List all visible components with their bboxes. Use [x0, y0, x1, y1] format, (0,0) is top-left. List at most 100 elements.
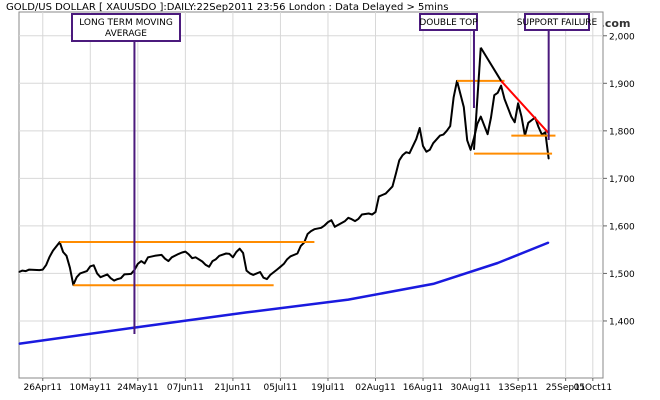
price-point — [262, 277, 265, 279]
price-point — [324, 224, 326, 226]
price-point — [99, 276, 102, 278]
price-point — [395, 173, 397, 175]
price-point — [259, 271, 261, 273]
price-point — [514, 121, 516, 123]
double-top-box — [419, 13, 478, 31]
price-point — [425, 151, 427, 153]
chart-header: GOLD/US DOLLAR [ XAUUSDO ]:DAILY:22Sep20… — [6, 2, 449, 13]
x-tick-label: 02Aug11 — [355, 383, 395, 393]
price-point — [537, 126, 540, 128]
price-point — [327, 221, 329, 223]
price-point — [276, 269, 278, 271]
price-point — [211, 260, 214, 262]
price-point — [476, 123, 478, 125]
price-point — [110, 277, 112, 279]
price-point — [378, 195, 380, 197]
price-point — [218, 255, 220, 257]
x-tick-label: 21Jun11 — [214, 383, 251, 393]
price-point — [419, 127, 421, 129]
x-tick-label: 05Oct11 — [574, 383, 612, 393]
price-point — [28, 269, 30, 271]
price-point — [357, 218, 360, 220]
price-point — [480, 116, 482, 118]
price-point — [470, 149, 472, 151]
y-axis: 1,400 1,500 1,600 1,700 1,800 1,900 2,000 — [603, 32, 635, 327]
y-tick-label: 1,400 — [609, 317, 635, 327]
price-point — [510, 116, 512, 118]
price-point — [18, 271, 20, 273]
price-point — [167, 260, 169, 262]
price-point — [79, 272, 81, 274]
x-axis: 26Apr11 10May11 24May11 07Jun11 21Jun11 05Jul… — [24, 378, 612, 393]
price-point — [228, 253, 231, 255]
price-point — [144, 262, 146, 264]
price-point — [415, 138, 417, 140]
price-point — [106, 273, 108, 275]
y-tick-label: 1,700 — [609, 175, 635, 185]
price-point — [120, 277, 122, 279]
x-tick-label: 13Sep11 — [498, 383, 538, 393]
price-point — [65, 255, 68, 257]
price-point — [290, 255, 292, 257]
x-tick-label: 16Aug11 — [403, 383, 443, 393]
price-point — [245, 270, 248, 272]
price-point — [191, 257, 193, 259]
price-point — [463, 106, 465, 108]
price-point — [286, 258, 288, 260]
price-point — [334, 226, 336, 228]
price-point — [62, 251, 64, 253]
price-point — [130, 273, 132, 275]
moving-average-point — [245, 311, 248, 313]
lt-ma-box — [71, 13, 181, 42]
price-point — [497, 92, 499, 94]
price-point — [21, 270, 23, 272]
x-tick-label: 10May11 — [70, 383, 112, 393]
price-point — [49, 256, 51, 258]
price-point — [466, 139, 468, 141]
price-point — [548, 158, 550, 160]
price-point — [544, 131, 546, 133]
plot-frame — [18, 11, 604, 379]
price-point — [252, 274, 254, 276]
price-point — [517, 102, 519, 104]
price-point — [116, 278, 119, 280]
price-point — [381, 194, 383, 196]
price-point — [256, 272, 258, 274]
price-point — [520, 116, 523, 118]
price-point — [408, 152, 411, 154]
price-point — [449, 125, 451, 127]
price-point — [371, 213, 373, 216]
price-point — [38, 269, 41, 271]
price-point — [86, 270, 88, 272]
price-point — [266, 278, 268, 280]
lt-ma-label: LONG TERM MOVING — [79, 18, 173, 28]
moving-average-point — [548, 241, 550, 244]
moving-average-point — [432, 283, 434, 285]
price-point — [320, 227, 322, 229]
price-point — [184, 251, 186, 253]
price-point — [123, 273, 125, 275]
price-point — [208, 266, 210, 268]
y-tick-label: 1,800 — [609, 127, 635, 137]
moving-average-point — [497, 262, 499, 264]
price-point — [25, 270, 27, 272]
trend-line — [500, 80, 550, 134]
x-tick-label: 30Aug11 — [450, 383, 490, 393]
price-point — [398, 159, 400, 161]
price-point — [188, 253, 190, 255]
price-point — [313, 228, 315, 230]
price-point — [205, 264, 207, 266]
price-point — [140, 260, 142, 262]
support-failure-box — [524, 13, 590, 31]
price-point — [500, 85, 502, 87]
price-point — [354, 220, 356, 222]
lt-ma-label: AVERAGE — [105, 29, 147, 39]
price-point — [344, 220, 346, 222]
moving-average-point — [18, 343, 20, 345]
price-point — [42, 269, 44, 271]
price-point — [402, 154, 404, 156]
price-point — [405, 151, 407, 153]
price-point — [368, 212, 370, 215]
price-point — [147, 256, 149, 258]
